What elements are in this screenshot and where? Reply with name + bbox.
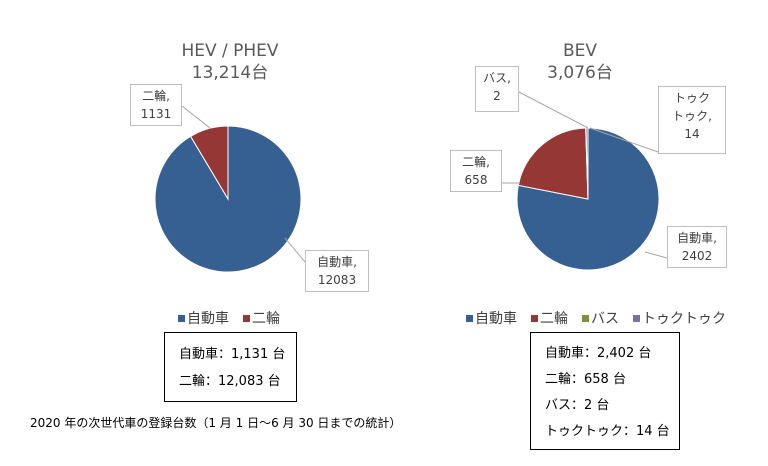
chart2-legend-item: 二輪 bbox=[531, 308, 568, 328]
chart2-leader-tuk bbox=[589, 127, 659, 153]
summary-box-right: 自動車：2,402 台 二輪：658 台 バス：2 台 トゥクトゥク：14 台 bbox=[530, 332, 680, 450]
chart1-subtitle: 13,214台 bbox=[191, 63, 269, 83]
chart1-legend-label: 二輪 bbox=[252, 311, 280, 327]
chart1-legend-label: 自動車 bbox=[187, 311, 229, 327]
label-line: トゥク, bbox=[672, 109, 712, 123]
summary-row: 自動車：2,402 台 bbox=[545, 346, 652, 361]
summary-box-left: 自動車：1,131 台 二輪：12,083 台 bbox=[164, 332, 297, 402]
chart2-title-text: BEV bbox=[562, 41, 598, 61]
label-line: 二輪, bbox=[142, 89, 170, 103]
label-line: 1131 bbox=[140, 107, 172, 121]
chart2-legend-swatch bbox=[633, 314, 640, 322]
chart1-legend-swatch bbox=[243, 314, 250, 322]
summary-row: バス：2 台 bbox=[545, 398, 610, 413]
chart2-legend-swatch bbox=[466, 314, 473, 322]
label-line: 二輪, bbox=[462, 155, 490, 169]
chart2-title: BEV 3,076台 bbox=[520, 40, 640, 84]
chart2-slice-1 bbox=[517, 127, 589, 200]
summary-row: 二輪：658 台 bbox=[545, 372, 626, 387]
chart1-slice-1 bbox=[189, 125, 229, 201]
chart2-legend-label: バス bbox=[591, 311, 619, 327]
chart2-label-tuktuk: トゥク トゥク, 14 bbox=[658, 86, 726, 154]
chart1-legend-item: 自動車 bbox=[178, 308, 229, 328]
chart1-leader-moto bbox=[181, 105, 211, 129]
chart2-legend: 自動車 二輪 バス トゥクトゥク bbox=[466, 308, 734, 328]
chart1-leader-car bbox=[284, 237, 306, 263]
label-line: 12083 bbox=[317, 273, 357, 287]
chart2-legend-item: トゥクトゥク bbox=[633, 308, 726, 328]
chart2-legend-item: バス bbox=[582, 308, 619, 328]
chart1-label-car: 自動車, 12083 bbox=[305, 250, 369, 292]
chart1-legend-swatch bbox=[178, 314, 185, 322]
summary-row: 二輪：12,083 台 bbox=[179, 374, 281, 389]
label-line: 自動車, bbox=[317, 255, 357, 269]
chart2-legend-swatch bbox=[582, 314, 589, 322]
label-line: トゥク bbox=[673, 91, 710, 105]
chart1-legend-item: 二輪 bbox=[243, 308, 280, 328]
summary-row: 自動車：1,131 台 bbox=[179, 347, 286, 362]
caption: 2020 年の次世代車の登録台数（1 月 1 日〜6 月 30 日までの統計） bbox=[30, 416, 402, 430]
label-line: 2 bbox=[493, 89, 501, 103]
label-line: 658 bbox=[464, 173, 488, 187]
label-line: バス, bbox=[483, 71, 511, 85]
chart1-title: HEV / PHEV 13,214台 bbox=[150, 40, 310, 84]
chart2-leader-bus bbox=[518, 91, 589, 129]
chart2-label-motorcycle: 二輪, 658 bbox=[450, 150, 502, 192]
chart2-legend-swatch bbox=[531, 314, 538, 322]
chart2-legend-label: トゥクトゥク bbox=[642, 311, 726, 327]
label-line: 自動車, bbox=[677, 231, 717, 245]
label-line: 2402 bbox=[681, 249, 713, 263]
chart1-legend: 自動車 二輪 bbox=[178, 308, 288, 328]
chart2-subtitle: 3,076台 bbox=[547, 63, 613, 83]
chart2-label-bus: バス, 2 bbox=[475, 66, 519, 112]
chart2-leader-car bbox=[644, 251, 668, 259]
chart2-legend-label: 二輪 bbox=[540, 311, 568, 327]
chart1-label-motorcycle: 二輪, 1131 bbox=[130, 84, 182, 126]
chart2-legend-item: 自動車 bbox=[466, 308, 517, 328]
chart2-label-car: 自動車, 2402 bbox=[667, 226, 727, 268]
chart2-legend-label: 自動車 bbox=[475, 311, 517, 327]
chart1-title-text: HEV / PHEV bbox=[181, 41, 279, 61]
summary-row: トゥクトゥク：14 台 bbox=[545, 424, 670, 439]
label-line: 14 bbox=[684, 127, 700, 141]
